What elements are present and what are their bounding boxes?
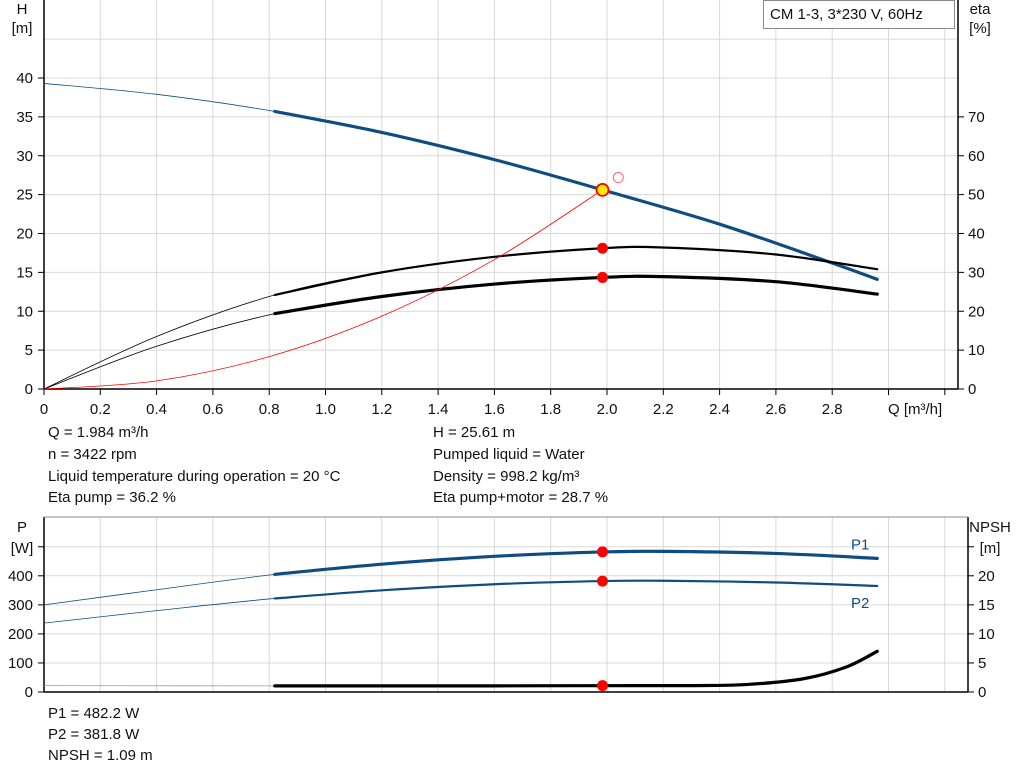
axis-label-ylabel-left-unit: [m] — [12, 20, 33, 37]
y2-tick-label: 40 — [968, 226, 985, 243]
y2-tick-label: 70 — [968, 109, 985, 126]
series-1-2-thin-line — [43, 650, 878, 687]
y2-tick-label: 60 — [968, 148, 985, 165]
series-0-0-line — [273, 109, 879, 281]
y-tick-label: 35 — [16, 109, 33, 126]
x-tick-label: 1.4 — [428, 401, 449, 418]
y2-tick-label: 20 — [968, 303, 985, 320]
info-eta-total: Eta pump+motor = 28.7 % — [433, 489, 609, 506]
x-tick-label: 1.8 — [540, 401, 561, 418]
info-p2: P2 = 381.8 W — [48, 726, 140, 743]
x-tick-label: 2.8 — [822, 401, 843, 418]
y-tick-label: 30 — [16, 148, 33, 165]
axis-label-ylabel-left-unit: [W] — [11, 540, 34, 557]
y2-tick-label: 10 — [968, 342, 985, 359]
x-tick-label: 0.6 — [202, 401, 223, 418]
x-tick-label: 1.6 — [484, 401, 505, 418]
y2-tick-label: 10 — [978, 626, 995, 643]
x-tick-label: 2.6 — [765, 401, 786, 418]
info-density: Density = 998.2 kg/m³ — [433, 468, 580, 485]
info-p1: P1 = 482.2 W — [48, 705, 140, 722]
info-npsh: NPSH = 1.09 m — [48, 747, 153, 764]
x-tick-label: 2.0 — [597, 401, 618, 418]
series-1-1-line — [273, 579, 879, 600]
y-tick-label: 200 — [8, 626, 33, 643]
series-0-1-thin-line — [43, 246, 878, 390]
axis-label-ylabel-right-name: eta — [970, 1, 992, 18]
pump-title-box: CM 1-3, 3*230 V, 60Hz — [763, 0, 955, 29]
duty-point-marker — [595, 182, 610, 197]
y-tick-label: 400 — [8, 568, 33, 585]
x-tick-label: 2.4 — [709, 401, 730, 418]
system-curve — [43, 189, 603, 390]
power-point-marker — [596, 546, 608, 558]
series-0-0-thin-line — [43, 83, 878, 280]
info-h: H = 25.61 m — [433, 424, 516, 441]
series-1-2-line — [273, 649, 879, 688]
axis-label-ylabel-right-unit: [%] — [969, 20, 991, 37]
y2-tick-label: 0 — [978, 684, 986, 701]
series-0-2-thin-line — [43, 275, 878, 390]
y-tick-label: 100 — [8, 655, 33, 672]
series-label-p1: P1 — [851, 536, 869, 553]
info-n: n = 3422 rpm — [48, 446, 137, 463]
eta-point-marker — [596, 242, 608, 254]
x-tick-label: 0 — [40, 401, 48, 418]
y-tick-label: 10 — [16, 303, 33, 320]
axis-label-ylabel-right-unit: [m] — [980, 540, 1001, 557]
info-q: Q = 1.984 m³/h — [48, 424, 149, 441]
eta-point-marker — [596, 271, 608, 283]
axis-label-ylabel-left-name: P — [17, 519, 27, 536]
open-circle-marker — [612, 172, 624, 184]
x-tick-label: 0.4 — [146, 401, 167, 418]
series-1-1-thin-line — [43, 580, 878, 624]
y2-tick-label: 20 — [978, 568, 995, 585]
y-tick-label: 0 — [25, 684, 33, 701]
y-tick-label: 300 — [8, 597, 33, 614]
power-point-marker — [596, 575, 608, 587]
y-tick-label: 40 — [16, 70, 33, 87]
series-0-2-line — [273, 274, 879, 316]
info-temp: Liquid temperature during operation = 20… — [48, 468, 341, 485]
x-tick-label: 1.2 — [371, 401, 392, 418]
x-tick-label: 0.2 — [90, 401, 111, 418]
y-tick-label: 15 — [16, 264, 33, 281]
series-label-p2: P2 — [851, 595, 869, 612]
y2-tick-label: 15 — [978, 597, 995, 614]
y2-tick-label: 50 — [968, 187, 985, 204]
y2-tick-label: 0 — [968, 381, 976, 398]
y2-tick-label: 5 — [978, 655, 986, 672]
info-liquid: Pumped liquid = Water — [433, 446, 585, 463]
y-tick-label: 25 — [16, 187, 33, 204]
axis-label-ylabel-right-name: NPSH — [969, 519, 1011, 536]
series-1-0-line — [273, 549, 879, 576]
x-tick-label: 2.2 — [653, 401, 674, 418]
x-tick-label: 0.8 — [259, 401, 280, 418]
series-0-1-line — [273, 245, 879, 297]
y-tick-label: 0 — [25, 381, 33, 398]
y2-tick-label: 30 — [968, 264, 985, 281]
x-tick-label: 1.0 — [315, 401, 336, 418]
power-point-marker — [596, 680, 608, 692]
axis-label-ylabel-left-name: H — [17, 1, 28, 18]
y-tick-label: 20 — [16, 226, 33, 243]
x-axis-label: Q [m³/h] — [888, 401, 942, 418]
info-eta-pump: Eta pump = 36.2 % — [48, 489, 176, 506]
y-tick-label: 5 — [25, 342, 33, 359]
